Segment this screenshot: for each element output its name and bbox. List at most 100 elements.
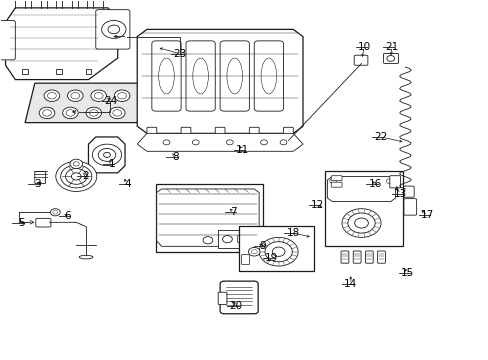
Text: 9: 9: [259, 241, 266, 251]
FancyBboxPatch shape: [352, 251, 360, 263]
Circle shape: [91, 90, 106, 102]
FancyBboxPatch shape: [56, 69, 62, 74]
FancyBboxPatch shape: [283, 127, 293, 134]
Circle shape: [109, 107, 125, 119]
Circle shape: [66, 110, 75, 116]
Ellipse shape: [192, 58, 208, 94]
Text: 23: 23: [173, 49, 186, 59]
Circle shape: [386, 55, 394, 61]
Circle shape: [264, 242, 292, 262]
Circle shape: [86, 107, 102, 119]
FancyBboxPatch shape: [254, 41, 283, 111]
Circle shape: [98, 148, 116, 161]
Circle shape: [341, 209, 380, 237]
Text: 19: 19: [264, 253, 277, 263]
Circle shape: [163, 140, 169, 145]
Circle shape: [39, 107, 55, 119]
Polygon shape: [137, 30, 303, 134]
Circle shape: [386, 179, 392, 184]
Circle shape: [354, 218, 367, 228]
Bar: [238, 226, 314, 271]
Circle shape: [62, 107, 78, 119]
Circle shape: [114, 90, 130, 102]
FancyBboxPatch shape: [181, 127, 190, 134]
Ellipse shape: [226, 58, 242, 94]
FancyBboxPatch shape: [215, 127, 224, 134]
FancyBboxPatch shape: [85, 69, 91, 74]
Circle shape: [118, 93, 126, 99]
Text: 12: 12: [310, 200, 324, 210]
Text: 20: 20: [229, 301, 242, 311]
FancyBboxPatch shape: [241, 255, 249, 265]
FancyBboxPatch shape: [393, 186, 413, 197]
Polygon shape: [157, 189, 259, 246]
Circle shape: [192, 140, 199, 145]
Circle shape: [67, 90, 83, 102]
Circle shape: [347, 213, 374, 233]
FancyBboxPatch shape: [220, 281, 258, 314]
FancyBboxPatch shape: [22, 69, 28, 74]
Circle shape: [280, 140, 286, 145]
FancyBboxPatch shape: [353, 55, 367, 65]
Polygon shape: [5, 8, 118, 80]
FancyBboxPatch shape: [389, 176, 400, 188]
Text: 13: 13: [393, 189, 407, 199]
Ellipse shape: [158, 58, 174, 94]
Circle shape: [108, 25, 120, 34]
Ellipse shape: [79, 255, 93, 259]
Circle shape: [53, 211, 58, 214]
Text: 2: 2: [82, 171, 89, 181]
Circle shape: [203, 237, 212, 244]
Polygon shape: [88, 137, 125, 173]
Text: 21: 21: [385, 42, 398, 51]
Circle shape: [65, 168, 87, 184]
FancyBboxPatch shape: [35, 171, 45, 184]
Polygon shape: [327, 176, 395, 202]
FancyBboxPatch shape: [152, 41, 181, 111]
FancyBboxPatch shape: [330, 176, 341, 181]
Text: 18: 18: [286, 228, 299, 238]
FancyBboxPatch shape: [237, 235, 254, 243]
Circle shape: [226, 140, 233, 145]
Text: 17: 17: [420, 210, 433, 220]
FancyBboxPatch shape: [377, 251, 385, 263]
Circle shape: [329, 179, 336, 184]
Text: 15: 15: [401, 268, 414, 278]
FancyBboxPatch shape: [365, 251, 372, 263]
Circle shape: [103, 152, 110, 157]
Circle shape: [71, 93, 80, 99]
Text: 1: 1: [108, 159, 115, 169]
Circle shape: [44, 90, 60, 102]
Text: 10: 10: [357, 42, 370, 51]
Circle shape: [102, 21, 126, 39]
Text: 4: 4: [124, 179, 130, 189]
Text: 5: 5: [18, 218, 24, 228]
Circle shape: [272, 247, 285, 256]
FancyBboxPatch shape: [403, 199, 416, 215]
Bar: [156, 184, 263, 252]
FancyBboxPatch shape: [249, 127, 259, 134]
Circle shape: [56, 161, 97, 192]
Circle shape: [70, 159, 82, 168]
Circle shape: [260, 140, 267, 145]
Circle shape: [50, 209, 60, 216]
FancyBboxPatch shape: [36, 219, 51, 227]
Ellipse shape: [261, 58, 276, 94]
Text: 3: 3: [34, 179, 41, 189]
Text: 7: 7: [230, 207, 237, 217]
Circle shape: [248, 247, 260, 256]
Text: 11: 11: [235, 144, 249, 154]
Text: 14: 14: [344, 279, 357, 289]
Text: 24: 24: [103, 96, 117, 106]
Text: 22: 22: [374, 132, 387, 142]
Circle shape: [61, 165, 92, 188]
Circle shape: [92, 144, 122, 166]
FancyBboxPatch shape: [0, 21, 15, 60]
FancyBboxPatch shape: [218, 292, 226, 305]
FancyBboxPatch shape: [96, 10, 130, 49]
Text: 6: 6: [64, 211, 71, 221]
Circle shape: [94, 93, 103, 99]
FancyBboxPatch shape: [330, 182, 341, 187]
Bar: [325, 171, 402, 246]
FancyBboxPatch shape: [340, 251, 348, 263]
